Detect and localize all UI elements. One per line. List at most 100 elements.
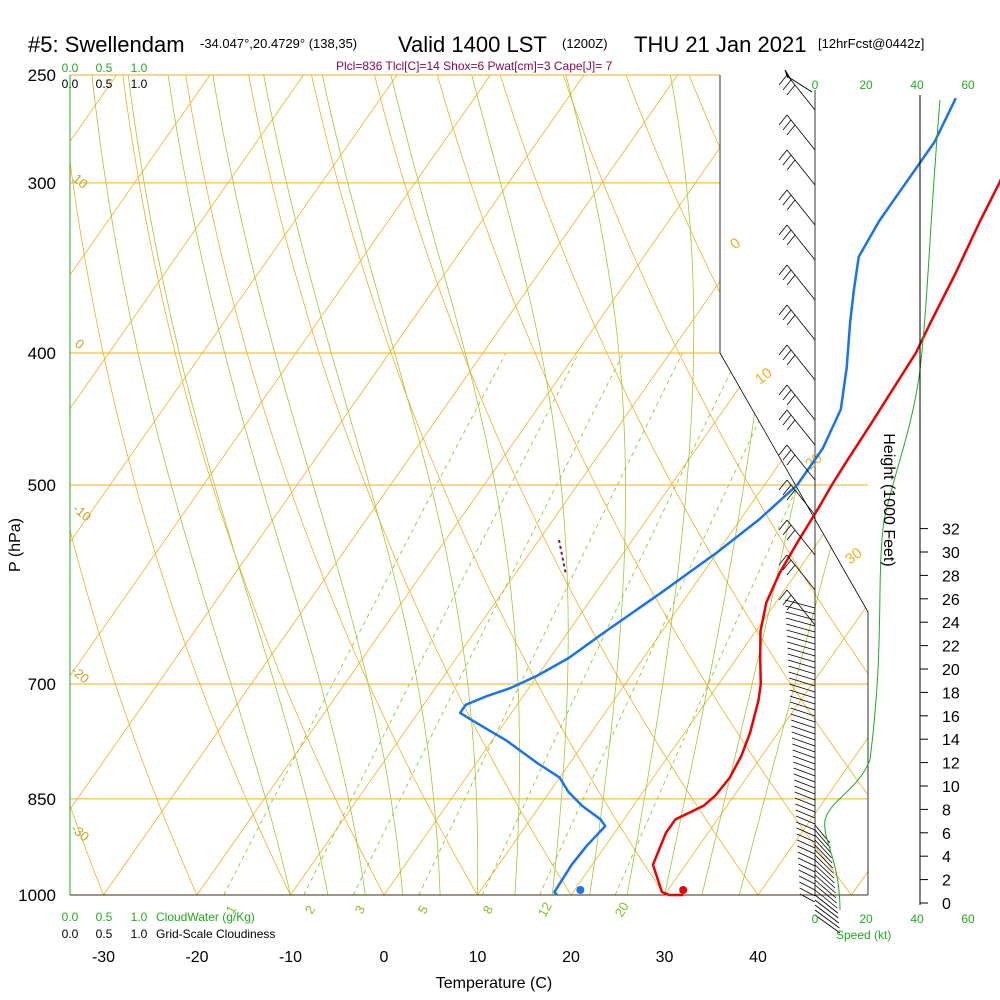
pressure-tick-label: 400 — [28, 344, 56, 363]
wind-barb — [788, 677, 816, 687]
height-tick-label: 28 — [942, 568, 960, 585]
wind-barb — [791, 725, 816, 735]
temperature-tick-label: 40 — [749, 949, 767, 966]
moist-adiabat-line — [167, 75, 366, 895]
wind-barb — [789, 689, 816, 699]
dry-adiabat-line — [0, 75, 10, 895]
pressure-axis: 250 300 400 500 700 850 1000 — [18, 66, 56, 905]
wind-barb — [786, 554, 816, 591]
wind-barb-flag — [778, 224, 788, 236]
wind-barb-flag — [782, 309, 792, 321]
dry-adiabat-label: 10 — [70, 171, 91, 192]
wind-barb-flag — [782, 194, 792, 206]
mixing-ratio-line — [481, 352, 741, 895]
pressure-tick-label: 850 — [28, 790, 56, 809]
wind-barb-flag — [782, 484, 792, 496]
sounding-traces — [458, 97, 1000, 897]
wind-barb — [789, 695, 816, 705]
cloudiness-tick-top: 0.0 — [62, 77, 79, 91]
forecast-run: [12hrFcst@0442z] — [818, 36, 924, 51]
wind-barb — [791, 731, 816, 741]
wind-barb — [788, 665, 816, 675]
cloudiness-tick-top: 0.5 — [96, 77, 113, 91]
wind-barb — [814, 909, 840, 929]
wind-barb-flag — [778, 384, 788, 396]
wind-barb-flag — [778, 304, 788, 316]
wind-barb-flag — [782, 229, 792, 241]
dry-adiabat-label: -30 — [68, 821, 92, 845]
height-tick-label: 14 — [942, 732, 960, 749]
dry-adiabat-line — [248, 75, 572, 895]
wind-barb-flag — [778, 409, 788, 421]
height-tick-label: 20 — [942, 662, 960, 679]
height-tick-label: 22 — [942, 639, 960, 656]
wind-barb — [787, 659, 816, 669]
wind-barb — [784, 69, 813, 93]
wind-barb-flag — [786, 354, 796, 366]
height-tick-label: 10 — [942, 779, 960, 796]
wind-barb-flag — [778, 589, 788, 601]
wind-barb-flag — [782, 269, 792, 281]
wind-barb — [794, 779, 816, 789]
wind-barb — [788, 671, 816, 681]
cloudiness-title: Grid-Scale Cloudiness — [156, 927, 275, 941]
mixing-ratio-label: 2 — [302, 903, 319, 917]
dry-adiabat-label: 0 — [72, 336, 87, 352]
wind-barb — [786, 629, 816, 639]
wind-barb — [814, 839, 832, 859]
sounding-params: Plcl=836 Tlcl[C]=14 Shox=6 Pwat[cm]=3 Ca… — [336, 59, 613, 73]
isotherm-line — [70, 75, 304, 895]
moist-adiabat-line — [626, 75, 695, 895]
wind-barb — [789, 683, 816, 693]
wind-barb — [794, 791, 816, 801]
wind-barb — [786, 189, 816, 226]
height-tick-label: 18 — [942, 685, 960, 702]
wind-barb — [786, 114, 816, 151]
wind-barb — [792, 743, 816, 753]
mixing-ratio-label: 3 — [352, 903, 369, 917]
station-title: #5: Swellendam — [28, 32, 185, 57]
mixing-ratio-line — [352, 352, 624, 895]
wind-barb-flag — [782, 389, 792, 401]
isotherm-line — [757, 75, 868, 895]
wind-barb — [799, 881, 816, 891]
cloudiness-tick-top: 1.0 — [131, 77, 148, 91]
height-tick-label: 16 — [942, 709, 960, 726]
temperature-tick-label: 0 — [380, 949, 389, 966]
wind-barb — [814, 879, 837, 899]
speed-tick-label-top: 20 — [859, 78, 873, 92]
speed-tick-label-bottom: 40 — [910, 912, 924, 926]
pressure-tick-label: 1000 — [18, 886, 56, 905]
wind-barb — [799, 893, 816, 903]
cloudiness-tick-bottom: 0.5 — [96, 927, 113, 941]
moist-adiabat-line — [738, 75, 868, 895]
wind-barb — [796, 833, 816, 843]
wind-barb — [786, 384, 816, 421]
wind-barb — [793, 773, 816, 783]
moist-adiabat-line — [390, 75, 520, 895]
mixing-ratio-lines — [223, 352, 860, 895]
mixing-ratio-label: 5 — [415, 903, 432, 917]
mixing-ratio-label: 20 — [612, 899, 632, 919]
forecast-date: THU 21 Jan 2021 — [634, 32, 806, 57]
wind-barb-flag — [786, 419, 796, 431]
wind-barb — [791, 737, 816, 747]
mixing-ratio-label: 12 — [535, 899, 555, 919]
wind-barb — [814, 834, 832, 854]
wind-barb — [799, 887, 816, 897]
height-tick-label: 26 — [942, 592, 960, 609]
dry-adiabat-label: -10 — [70, 501, 94, 525]
wind-barb — [793, 767, 816, 777]
wind-barb — [798, 863, 816, 873]
wind-barb-flag — [778, 444, 788, 456]
wind-barb — [786, 479, 816, 516]
dry-adiabat-line — [70, 75, 104, 895]
moist-adiabat-lines — [91, 75, 868, 895]
cloudwater-tick-bottom: 1.0 — [131, 910, 148, 924]
wind-barb-flag — [786, 159, 796, 171]
wind-barb-flag — [786, 199, 796, 211]
wind-barb — [797, 839, 816, 849]
wind-barb — [798, 875, 816, 885]
wind-barb-flag — [786, 529, 796, 541]
